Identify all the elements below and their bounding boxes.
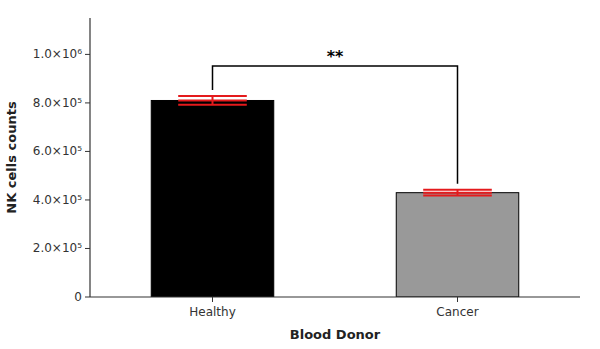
y-tick xyxy=(85,248,90,249)
chart-svg: 0 2.0×10⁵ 4.0×10⁵ 6.0×10⁵ 8.0×10⁵ 1.0×10⁶ Heal… xyxy=(0,0,600,349)
x-axis-label: Blood Donor xyxy=(290,327,381,342)
x-axis-line xyxy=(90,296,580,297)
significance-label: ** xyxy=(327,47,344,66)
y-tick xyxy=(85,151,90,152)
significance-bracket xyxy=(213,66,458,184)
y-tick-label: 8.0×10⁵ xyxy=(33,96,82,110)
plot-area xyxy=(151,96,519,297)
x-tick-label: Healthy xyxy=(189,305,236,319)
y-tick-label: 1.0×10⁶ xyxy=(33,47,82,61)
y-tick xyxy=(85,297,90,298)
y-tick xyxy=(85,54,90,55)
error-mean xyxy=(178,99,247,101)
error-cap xyxy=(423,189,492,191)
y-tick xyxy=(85,199,90,200)
error-bar xyxy=(178,96,247,105)
y-axis-line xyxy=(89,18,90,297)
y-tick xyxy=(85,102,90,103)
error-cap xyxy=(178,104,247,106)
bar xyxy=(151,100,274,297)
x-tick-label: Cancer xyxy=(436,305,478,319)
error-cap xyxy=(178,95,247,97)
bar xyxy=(396,193,519,297)
y-axis-label: NK cells counts xyxy=(4,101,19,214)
y-tick-label: 6.0×10⁵ xyxy=(33,144,82,158)
bracket-line xyxy=(213,66,458,184)
x-tick xyxy=(212,297,213,302)
error-bar xyxy=(423,190,492,196)
y-tick-label: 4.0×10⁵ xyxy=(33,193,82,207)
error-cap xyxy=(423,195,492,197)
x-tick xyxy=(457,297,458,302)
y-axis: 0 2.0×10⁵ 4.0×10⁵ 6.0×10⁵ 8.0×10⁵ 1.0×10⁶ xyxy=(33,47,90,304)
chart-container: 0 2.0×10⁵ 4.0×10⁵ 6.0×10⁵ 8.0×10⁵ 1.0×10⁶ Heal… xyxy=(0,0,600,349)
y-tick-label: 0 xyxy=(74,290,82,304)
y-tick-label: 2.0×10⁵ xyxy=(33,241,82,255)
error-mean xyxy=(423,192,492,194)
